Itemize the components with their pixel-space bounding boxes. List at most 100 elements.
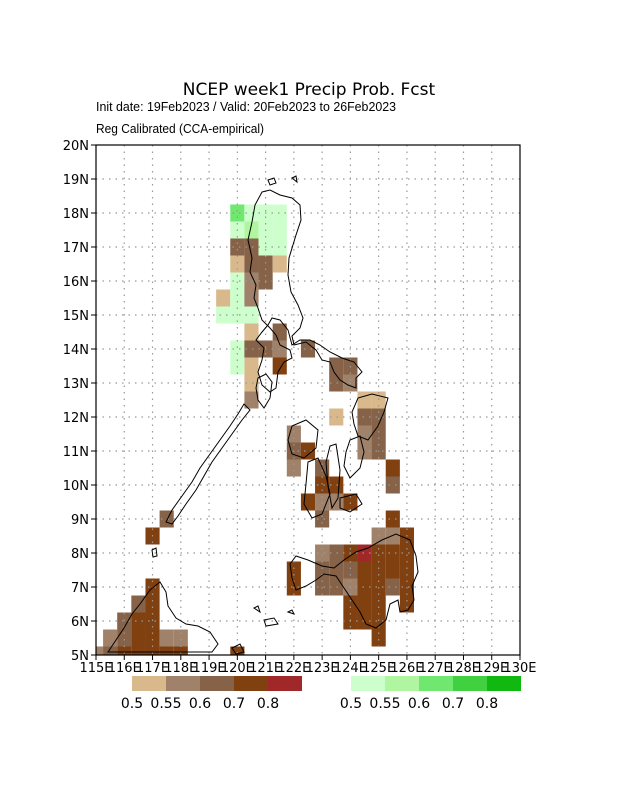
probability-cell (272, 238, 287, 256)
init-valid-dates: Init date: 19Feb2023 / Valid: 20Feb2023 … (96, 99, 396, 114)
legend-below-swatch (268, 676, 302, 691)
probability-cell (315, 476, 330, 494)
probability-cell (131, 629, 146, 647)
probability-cell (244, 391, 259, 409)
legend-below-label: 0.55 (150, 696, 181, 712)
probability-cell (371, 561, 386, 579)
coastline-negros (303, 457, 331, 519)
probability-cell (272, 340, 287, 358)
legend-above-swatch (385, 676, 419, 691)
probability-cell (272, 357, 287, 375)
legend: 0.5 0.55 0.6 0.7 0.8 0.5 0.55 0.6 0.7 0.8 (121, 676, 521, 712)
y-tick-label: 15N (63, 309, 89, 324)
legend-above-swatch (453, 676, 487, 691)
legend-above-swatch (487, 676, 521, 691)
y-tick-label: 7N (71, 581, 89, 596)
x-tick-label: 121E (249, 661, 282, 676)
legend-below-label: 0.7 (223, 696, 245, 712)
x-tick-label: 122E (277, 661, 310, 676)
legend-below-label: 0.5 (121, 696, 143, 712)
probability-cell (230, 204, 245, 222)
probability-cell (357, 544, 372, 562)
probability-cell (286, 561, 301, 579)
coastline-cebu (325, 443, 341, 510)
probability-cell (230, 289, 245, 307)
probability-cell (244, 323, 259, 341)
probability-cell (286, 459, 301, 477)
map-title: NCEP week1 Precip Prob. Fcst (183, 80, 436, 100)
probability-cell (103, 646, 118, 655)
probability-cell (329, 476, 344, 494)
probability-cell (399, 561, 414, 579)
coastline-mindanao (289, 533, 419, 629)
probability-cell (399, 595, 414, 613)
coastline-babuyan (267, 175, 298, 186)
x-tick-label: 127E (419, 661, 452, 676)
probability-cell (300, 340, 316, 358)
coastline-samar (351, 393, 389, 441)
probability-cell (173, 646, 188, 655)
probability-cell (315, 493, 330, 511)
legend-below-label: 0.6 (189, 696, 211, 712)
probability-cell (385, 510, 400, 528)
probability-cell (329, 544, 344, 562)
y-tick-label: 14N (63, 343, 89, 358)
y-tick-label: 19N (63, 173, 89, 188)
probability-cell (131, 595, 146, 613)
y-tick-label: 5N (71, 649, 89, 664)
probability-cell (357, 442, 372, 460)
probability-cell (385, 527, 400, 545)
probability-cell (244, 204, 259, 222)
probability-cell (272, 221, 287, 239)
probability-cell (230, 340, 245, 358)
legend-above-label: 0.7 (442, 696, 464, 712)
probability-cell (385, 459, 400, 477)
probability-cell (244, 238, 259, 256)
coastline-leyte (343, 435, 365, 479)
probability-cell (117, 629, 132, 647)
coastline-sulu (151, 547, 295, 655)
legend-above-label: 0.5 (340, 696, 362, 712)
y-tick-label: 12N (63, 411, 89, 426)
x-tick-label: 130E (503, 661, 536, 676)
probability-cell (385, 544, 400, 562)
probability-cell (371, 544, 386, 562)
probability-cell (329, 561, 344, 579)
x-tick-label: 126E (390, 661, 423, 676)
probability-cell (385, 476, 400, 494)
probability-cell (216, 306, 231, 324)
probability-cell (131, 646, 146, 655)
x-tick-label: 123E (306, 661, 339, 676)
y-tick-label: 17N (63, 241, 89, 256)
probability-cell (145, 646, 160, 655)
probability-cell (399, 544, 414, 562)
legend-above-label: 0.6 (408, 696, 430, 712)
x-tick-label: 116E (108, 661, 141, 676)
coastline-borneo (107, 581, 219, 653)
probability-cell (131, 612, 146, 630)
x-tick-label: 117E (136, 661, 169, 676)
probability-cell (244, 306, 259, 324)
probability-cell (145, 629, 160, 647)
legend-below-swatch (200, 676, 234, 691)
x-tick-label: 124E (334, 661, 367, 676)
probability-cell (103, 629, 118, 647)
legend-above-swatch (351, 676, 385, 691)
coastline-bohol (339, 493, 363, 513)
probability-cell (357, 391, 372, 409)
probability-cell (329, 357, 344, 375)
probability-cell (159, 646, 174, 655)
probability-cell (371, 629, 386, 647)
x-tick-label: 118E (164, 661, 197, 676)
y-tick-label: 10N (63, 479, 89, 494)
probability-cell (357, 561, 372, 579)
probability-cell (329, 408, 344, 426)
probability-cell (230, 255, 245, 273)
probability-cell (244, 272, 259, 290)
coastline-mindoro (255, 373, 273, 409)
x-tick-label: 129E (475, 661, 508, 676)
probability-cell (357, 408, 372, 426)
probability-cell (230, 272, 245, 290)
coastline (107, 175, 419, 655)
probability-cell (286, 425, 301, 443)
